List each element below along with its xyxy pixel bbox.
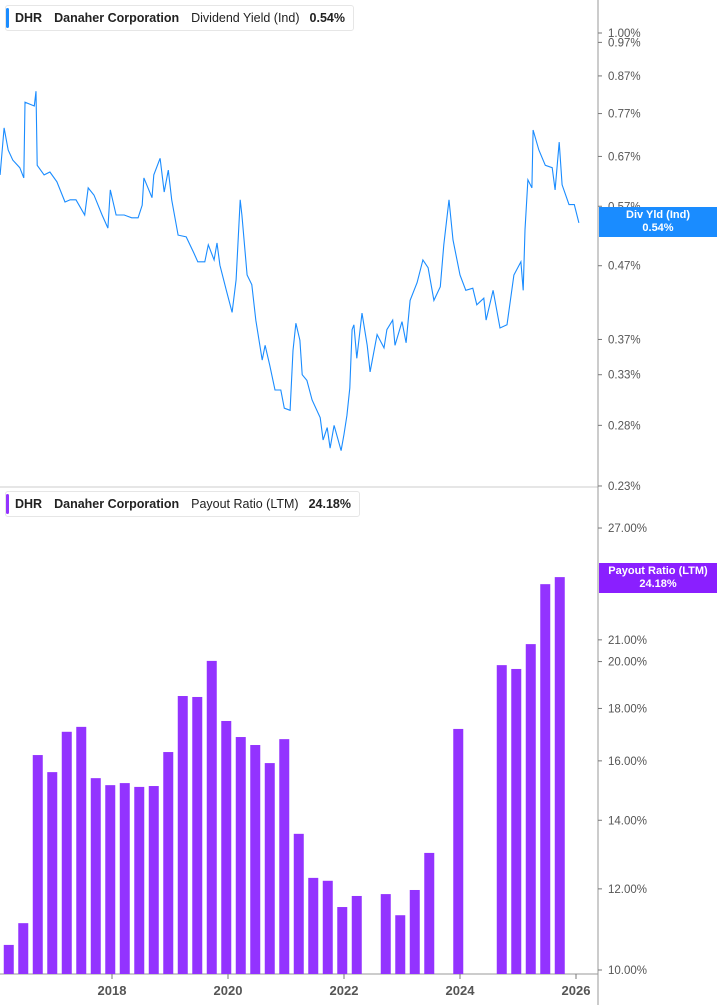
- y-tick-label: 1.00%: [608, 28, 641, 40]
- y-tick-label: 14.00%: [608, 815, 647, 827]
- ticker: DHR: [15, 497, 43, 511]
- metric-name: Payout Ratio (LTM): [191, 497, 299, 511]
- yield-y-ticks: 1.00%0.97%0.87%0.77%0.67%0.57%0.47%0.37%…: [598, 28, 641, 493]
- payout-bar: [453, 728, 464, 974]
- payout-legend-stripe: [6, 494, 9, 514]
- y-tick-label: 0.67%: [608, 151, 641, 163]
- payout-bar: [496, 665, 507, 974]
- payout-bar: [395, 915, 406, 974]
- payout-bar: [511, 668, 522, 974]
- payout-bar: [32, 755, 43, 974]
- company-name: Danaher Corporation: [54, 11, 180, 25]
- payout-legend: DHR Danaher Corporation Payout Ratio (LT…: [5, 491, 360, 517]
- y-tick-label: 16.00%: [608, 756, 647, 768]
- payout-bar: [322, 880, 333, 974]
- payout-bar: [61, 731, 72, 974]
- y-tick-label: 0.47%: [608, 261, 641, 273]
- payout-value-badge: Payout Ratio (LTM) 24.18%: [599, 563, 717, 593]
- payout-bar: [351, 895, 362, 974]
- payout-bars: [3, 577, 565, 974]
- payout-bar: [540, 584, 551, 974]
- metric-name: Dividend Yield (Ind): [191, 11, 300, 25]
- x-tick-label: 2024: [446, 983, 476, 998]
- badge-value: 24.18%: [639, 578, 677, 590]
- y-tick-label: 0.28%: [608, 420, 641, 432]
- metric-value: 0.54%: [309, 11, 345, 25]
- payout-bar: [47, 772, 58, 974]
- yield-legend: DHR Danaher Corporation Dividend Yield (…: [5, 5, 354, 31]
- payout-bar: [206, 660, 217, 974]
- y-tick-label: 0.33%: [608, 370, 641, 382]
- metric-value: 24.18%: [308, 497, 351, 511]
- yield-value-badge: Div Yld (Ind) 0.54%: [599, 207, 717, 237]
- badge-label: Div Yld (Ind): [626, 209, 690, 221]
- payout-bar: [308, 877, 319, 974]
- payout-bar: [293, 833, 304, 974]
- payout-y-ticks: 27.00% 21.00% 20.00% 18.00% 16.00% 14.00% 12.0…: [598, 523, 647, 977]
- x-ticks: 2018 2020 2022 2024 2026: [98, 974, 591, 998]
- company-name: Danaher Corporation: [54, 497, 180, 511]
- payout-bar: [279, 739, 290, 974]
- x-tick-label: 2018: [98, 983, 127, 998]
- payout-bar: [3, 944, 14, 974]
- y-tick-label: 0.23%: [608, 481, 641, 493]
- payout-bar: [424, 852, 435, 974]
- yield-line: [0, 91, 580, 451]
- payout-bar: [90, 778, 101, 974]
- payout-bar: [221, 720, 232, 974]
- y-tick-label: 12.00%: [608, 884, 647, 896]
- payout-bar: [409, 889, 420, 974]
- payout-bar: [554, 577, 565, 974]
- y-tick-label: 21.00%: [608, 635, 647, 647]
- y-tick-label: 20.00%: [608, 657, 647, 669]
- payout-bar: [235, 737, 246, 974]
- payout-bar: [119, 783, 130, 974]
- x-tick-label: 2026: [562, 983, 591, 998]
- payout-bar: [264, 763, 275, 974]
- y-tick-label: 0.87%: [608, 71, 641, 83]
- yield-legend-stripe: [6, 8, 9, 28]
- y-tick-label: 0.77%: [608, 109, 641, 121]
- badge-value: 0.54%: [642, 222, 674, 234]
- payout-bar: [192, 696, 203, 974]
- y-tick-label: 10.00%: [608, 965, 647, 977]
- payout-bar: [76, 726, 87, 974]
- y-tick-label: 18.00%: [608, 703, 647, 715]
- payout-bar: [148, 786, 159, 974]
- y-tick-label: 0.97%: [608, 37, 641, 49]
- payout-bar: [105, 785, 116, 974]
- payout-bar: [18, 923, 29, 974]
- payout-bar: [380, 894, 391, 974]
- x-tick-label: 2020: [214, 983, 243, 998]
- payout-bar: [337, 907, 348, 974]
- payout-bar: [163, 752, 174, 974]
- x-tick-label: 2022: [330, 983, 359, 998]
- payout-bar: [134, 786, 145, 974]
- ticker: DHR: [15, 11, 43, 25]
- payout-bar: [250, 745, 261, 974]
- payout-bar: [177, 696, 188, 974]
- payout-bar: [525, 644, 536, 974]
- y-tick-label: 0.37%: [608, 334, 641, 346]
- badge-label: Payout Ratio (LTM): [608, 565, 708, 577]
- y-tick-label: 27.00%: [608, 523, 647, 535]
